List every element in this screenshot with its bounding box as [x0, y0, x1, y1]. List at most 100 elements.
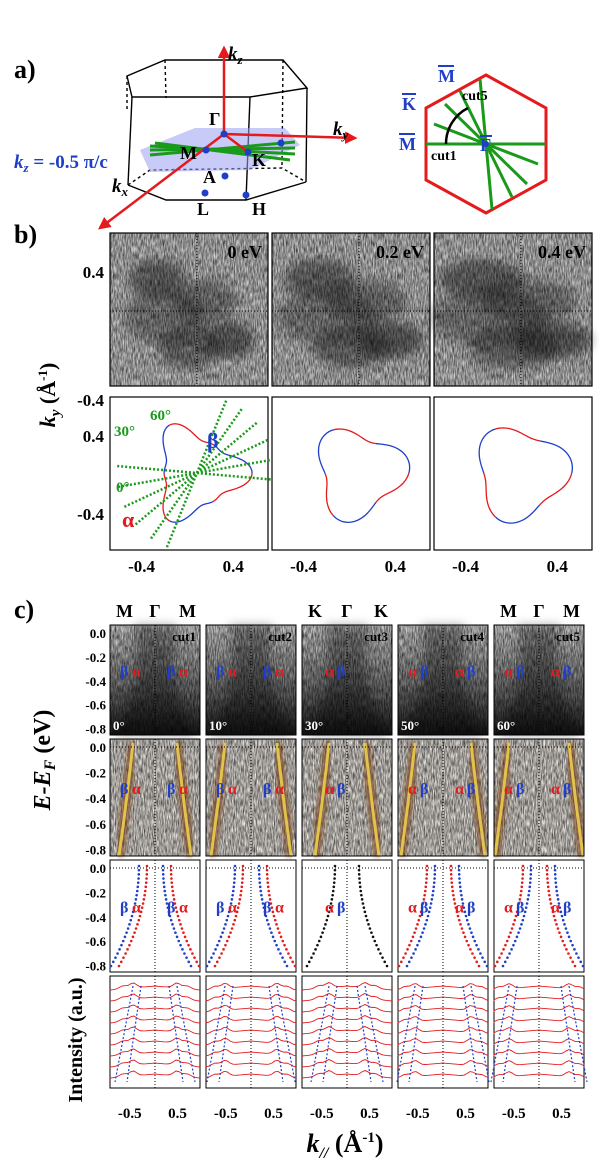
band-label: α — [228, 664, 237, 681]
svg-text:H: H — [252, 199, 266, 219]
band-label: β — [167, 900, 175, 917]
b-xtick-right: 0.4 — [385, 557, 407, 576]
contour-0: 30° 60° 0° β α — [109, 396, 277, 551]
c-ytick: -0.6 — [85, 934, 106, 949]
edc-stack-cut1 — [109, 975, 201, 1089]
cut-label: cut5 — [556, 629, 580, 644]
hsp-left: M — [500, 601, 517, 621]
b-ytick: -0.4 — [77, 391, 104, 410]
c-ytick: -0.8 — [85, 842, 106, 857]
hsp-mid: Γ — [149, 601, 160, 621]
band-label: β — [420, 664, 428, 681]
b-xtick-right: 0.4 — [223, 557, 245, 576]
c-ytick: 0.0 — [90, 740, 106, 755]
b-ytick: 0.4 — [83, 263, 105, 282]
c-xtick-left: -0.5 — [406, 1106, 430, 1122]
band-label: α — [132, 781, 141, 798]
b-xtick-right: 0.4 — [547, 557, 569, 576]
band-label: α — [275, 900, 284, 917]
band-label: α — [455, 664, 464, 681]
panel-b-label: b) — [14, 220, 37, 249]
fermi-map-2: 0.4 eV — [429, 232, 593, 387]
panel-a-label: a) — [14, 55, 36, 84]
dispersion-cut5 — [493, 859, 585, 973]
energy-label-2: 0.4 eV — [538, 242, 586, 262]
band-label: α — [408, 664, 417, 681]
cut-label: cut3 — [364, 629, 388, 644]
edc-stack-cut3 — [301, 975, 393, 1089]
c-ytick: 0.0 — [90, 626, 106, 641]
c-xtick-right: 0.5 — [360, 1106, 379, 1122]
c-ytick: -0.2 — [85, 885, 106, 900]
band-label: α — [275, 781, 284, 798]
b-xtick-left: -0.4 — [128, 557, 155, 576]
svg-text:K: K — [252, 150, 266, 170]
cut-label: cut1 — [172, 629, 196, 644]
band-label: β — [516, 900, 524, 917]
cut-lines-3d — [149, 140, 296, 162]
angle-label: 60° — [497, 718, 515, 733]
band-label: β — [167, 664, 175, 681]
contour-2 — [433, 396, 593, 551]
band-label: α — [228, 781, 237, 798]
band-label: α — [408, 781, 417, 798]
energy-axis-label: E-EF (eV) — [30, 710, 59, 812]
fermi-map-0: 0 eV — [109, 232, 269, 387]
b-xtick-left: -0.4 — [452, 557, 479, 576]
contour-1 — [271, 396, 431, 551]
band-label: α — [325, 900, 334, 917]
band-label: α — [179, 900, 188, 917]
ky-axis — [223, 131, 358, 144]
cut-label: cut2 — [268, 629, 292, 644]
band-label: β — [563, 781, 571, 798]
c-xtick-right: 0.5 — [264, 1106, 283, 1122]
c-xtick-right: 0.5 — [168, 1106, 187, 1122]
gamma-point — [220, 130, 228, 138]
band-label: β — [263, 900, 271, 917]
band-label: β — [120, 900, 128, 917]
derivative-cut3 — [301, 738, 393, 857]
dispersion-cut2 — [205, 859, 297, 973]
hsp-right: M — [563, 601, 580, 621]
c-ytick: -0.4 — [85, 674, 106, 689]
c-ytick: 0.0 — [90, 861, 106, 876]
svg-text:M: M — [399, 134, 416, 154]
c-xtick-left: -0.5 — [310, 1106, 334, 1122]
arpes-image-cut4: cut4 50° — [397, 624, 489, 736]
band-label: α — [551, 781, 560, 798]
band-label: β — [120, 781, 128, 798]
band-label: β — [263, 664, 271, 681]
svg-text:β: β — [207, 428, 219, 453]
band-label: α — [325, 664, 334, 681]
hexagon-2d — [424, 73, 548, 215]
band-label: α — [504, 900, 513, 917]
svg-text:Γ: Γ — [209, 109, 220, 129]
band-label: β — [216, 781, 224, 798]
band-label: β — [420, 781, 428, 798]
svg-text:α: α — [122, 507, 135, 532]
derivative-cut2 — [205, 738, 297, 857]
angle-label: 0° — [113, 718, 125, 733]
svg-text:L: L — [197, 199, 209, 219]
c-ytick: -0.2 — [85, 766, 106, 781]
c-xtick-left: -0.5 — [118, 1106, 142, 1122]
svg-text:kz: kz — [228, 44, 244, 67]
svg-text:30°: 30° — [114, 424, 135, 440]
band-label: α — [504, 781, 513, 798]
svg-text:60°: 60° — [150, 408, 171, 424]
arpes-image-cut5: cut5 60° — [493, 624, 585, 736]
svg-text:M: M — [438, 66, 455, 86]
band-label: β — [337, 900, 345, 917]
angle-label: 50° — [401, 718, 419, 733]
band-label: β — [563, 900, 571, 917]
band-label: α — [408, 900, 417, 917]
ky-axis-label: ky (Å-1) — [35, 363, 64, 428]
derivative-cut1 — [109, 738, 201, 857]
band-label: β — [516, 664, 524, 681]
band-label: α — [179, 781, 188, 798]
intensity-axis-label: Intensity (a.u.) — [65, 977, 87, 1102]
svg-text:0°: 0° — [116, 480, 130, 496]
k-parallel-axis-label: k// (Å-1) — [307, 1129, 384, 1162]
hsp-left: M — [116, 601, 133, 621]
hsp-mid: Γ — [341, 601, 352, 621]
